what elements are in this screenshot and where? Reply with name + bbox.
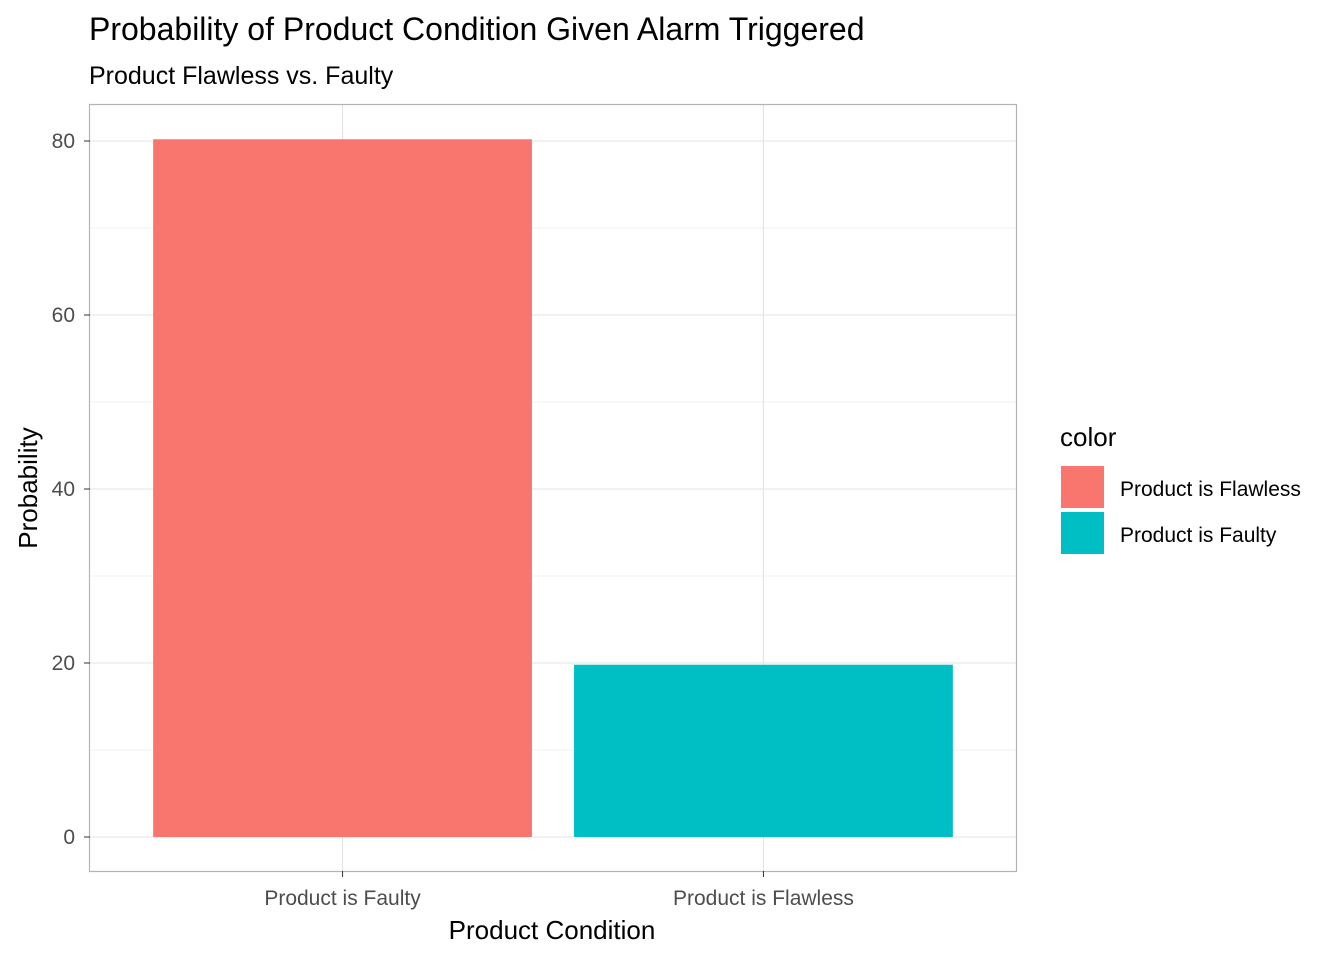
y-tick-label: 60 xyxy=(52,304,75,327)
y-tick-label: 80 xyxy=(52,130,75,153)
legend: color Product is Flawless Product is Faul… xyxy=(1060,422,1301,554)
y-tick-label: 0 xyxy=(63,826,75,849)
chart-subtitle: Product Flawless vs. Faulty xyxy=(89,62,394,90)
y-tick-label: 20 xyxy=(52,652,75,675)
bar-product-is-flawless xyxy=(574,664,953,837)
legend-label: Product is Flawless xyxy=(1120,478,1301,501)
y-axis-title: Probability xyxy=(13,427,43,548)
chart-title: Probability of Product Condition Given A… xyxy=(89,11,865,47)
x-tick-label: Product is Flawless xyxy=(673,887,854,910)
x-tick-label: Product is Faulty xyxy=(264,887,421,910)
x-axis-title: Product Condition xyxy=(449,915,656,945)
x-axis-ticks: Product is Faulty Product is Flawless xyxy=(264,871,854,910)
y-axis-ticks: 0 20 40 60 80 xyxy=(52,130,90,849)
legend-key xyxy=(1061,512,1104,554)
bar-product-is-faulty xyxy=(153,139,532,837)
y-tick-label: 40 xyxy=(52,478,75,501)
legend-title: color xyxy=(1060,422,1117,452)
legend-label: Product is Faulty xyxy=(1120,524,1277,547)
bars xyxy=(153,139,953,837)
panel-border xyxy=(88,103,1018,873)
legend-key xyxy=(1061,466,1104,508)
